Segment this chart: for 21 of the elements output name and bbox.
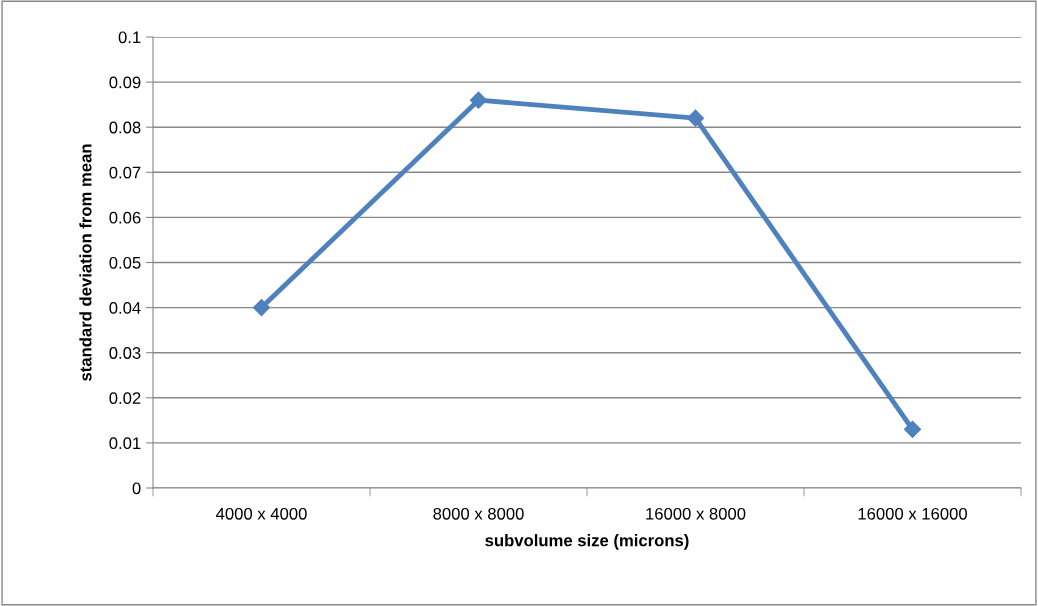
- x-axis-title: subvolume size (microns): [485, 534, 689, 550]
- y-tick-label: 0.07: [109, 166, 141, 179]
- y-tick-label: 0: [132, 482, 141, 495]
- point: [686, 109, 705, 127]
- y-tick-label: 0.04: [109, 302, 141, 314]
- y-tick-label: 0.01: [109, 437, 141, 450]
- x-tick-label: 8000 x 8000: [433, 507, 524, 520]
- point: [469, 91, 488, 109]
- x-tick-label: 16000 x 16000: [858, 507, 967, 520]
- x-tick-label: 16000 x 8000: [646, 507, 746, 520]
- point: [252, 299, 271, 317]
- y-tick-label: 0.06: [109, 211, 141, 224]
- y-tick-label: 0.03: [109, 347, 141, 359]
- y-tick-label: 0.02: [109, 392, 141, 404]
- point: [903, 420, 922, 438]
- y-tick-label: 0.09: [109, 76, 141, 89]
- x-tick-label: 4000 x 4000: [216, 507, 307, 520]
- y-tick-label: 0.05: [109, 256, 141, 269]
- y-tick-label: 0.1: [118, 31, 141, 44]
- y-axis-title: standard deviation from mean: [79, 144, 92, 381]
- y-tick-label: 0.08: [109, 121, 141, 134]
